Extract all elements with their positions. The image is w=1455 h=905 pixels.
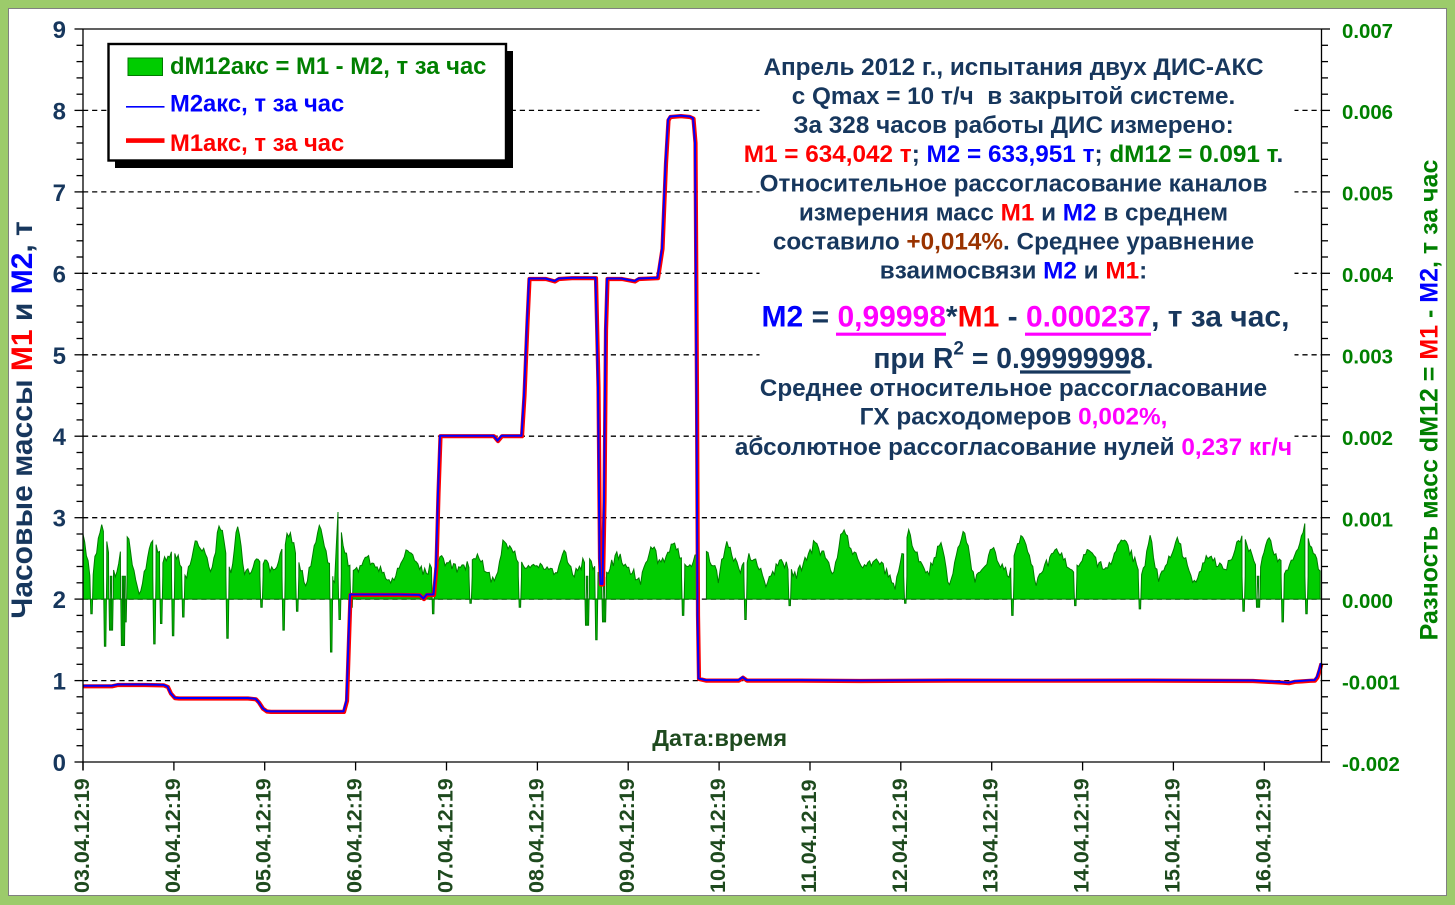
svg-text:12.04.12:19: 12.04.12:19 [888, 778, 912, 893]
svg-text:16.04.12:19: 16.04.12:19 [1251, 778, 1275, 893]
svg-text:при R2 = 0.99999998.: при R2 = 0.99999998. [873, 338, 1153, 374]
svg-text:03.04.12:19: 03.04.12:19 [70, 778, 94, 893]
svg-text:0.000: 0.000 [1342, 591, 1393, 613]
svg-text:2: 2 [53, 587, 66, 614]
svg-text:09.04.12:19: 09.04.12:19 [615, 778, 639, 893]
svg-text:9: 9 [53, 17, 66, 44]
svg-text:11.04.12:19: 11.04.12:19 [797, 779, 821, 893]
svg-text:1: 1 [53, 669, 66, 696]
svg-text:Относительное рассогласование: Относительное рассогласование каналов [760, 170, 1268, 197]
svg-text:М1 = 634,042 т; М2 = 633,951 т: М1 = 634,042 т; М2 = 633,951 т; dM12 = 0… [744, 141, 1283, 168]
svg-text:измерения масс М1 и М2 в средн: измерения масс М1 и М2 в среднем [799, 199, 1228, 226]
svg-text:10.04.12:19: 10.04.12:19 [706, 778, 730, 893]
svg-text:М1акс, т за час: М1акс, т за час [170, 130, 344, 157]
svg-text:06.04.12:19: 06.04.12:19 [343, 778, 367, 893]
svg-text:-0.002: -0.002 [1342, 754, 1400, 776]
svg-text:5: 5 [53, 343, 66, 370]
svg-text:0.003: 0.003 [1342, 347, 1393, 369]
svg-text:с Qmax = 10 т/ч в закрытой си: с Qmax = 10 т/ч в закрытой системе. [792, 83, 1236, 110]
svg-text:Разность масс dM12 = М1 - М2,: Разность масс dM12 = М1 - М2, т за час [1416, 160, 1444, 641]
svg-text:0.004: 0.004 [1342, 265, 1394, 287]
svg-text:04.04.12:19: 04.04.12:19 [161, 778, 185, 893]
svg-text:0.005: 0.005 [1342, 184, 1393, 206]
svg-text:-0.001: -0.001 [1342, 672, 1400, 694]
svg-text:составило +0,014%. Среднее ура: составило +0,014%. Среднее уравнение [773, 229, 1254, 256]
svg-text:М2акс, т за час: М2акс, т за час [170, 90, 344, 117]
svg-text:08.04.12:19: 08.04.12:19 [524, 778, 548, 893]
svg-text:15.04.12:19: 15.04.12:19 [1160, 778, 1184, 893]
svg-text:0: 0 [53, 750, 66, 777]
svg-text:3: 3 [53, 506, 66, 533]
svg-text:абсолютное рассогласование нул: абсолютное рассогласование нулей 0,237 к… [735, 434, 1292, 461]
svg-text:Часовые массы М1 и М2, т: Часовые массы М1 и М2, т [6, 221, 39, 619]
svg-text:07.04.12:19: 07.04.12:19 [434, 778, 458, 893]
svg-text:Среднее относительное рассогла: Среднее относительное рассогласование [760, 375, 1267, 402]
svg-text:0.006: 0.006 [1342, 102, 1393, 124]
svg-text:dM12акс = М1 - М2, т за час: dM12акс = М1 - М2, т за час [170, 53, 486, 80]
svg-text:Дата:время: Дата:время [652, 725, 787, 751]
svg-text:7: 7 [53, 180, 66, 207]
svg-text:Апрель 2012 г., испытания двух: Апрель 2012 г., испытания двух ДИС-АКС [763, 54, 1263, 81]
svg-text:0.001: 0.001 [1342, 510, 1393, 532]
svg-text:6: 6 [53, 261, 66, 288]
svg-text:14.04.12:19: 14.04.12:19 [1070, 778, 1094, 893]
svg-text:0.002: 0.002 [1342, 428, 1393, 450]
svg-text:0.007: 0.007 [1342, 21, 1393, 43]
svg-text:4: 4 [53, 424, 67, 451]
svg-text:ГХ расходомеров 0,002%,: ГХ расходомеров 0,002%, [860, 404, 1168, 431]
svg-text:взаимосвязи М2 и М1:: взаимосвязи М2 и М1: [880, 258, 1147, 285]
svg-text:М2 = 0,99998*М1 - 0.000237, т: М2 = 0,99998*М1 - 0.000237, т за час, [762, 301, 1290, 334]
svg-text:13.04.12:19: 13.04.12:19 [979, 778, 1003, 893]
svg-text:05.04.12:19: 05.04.12:19 [252, 778, 276, 893]
svg-text:За 328 часов работы ДИС измере: За 328 часов работы ДИС измерено: [793, 112, 1233, 139]
svg-text:8: 8 [53, 98, 66, 125]
